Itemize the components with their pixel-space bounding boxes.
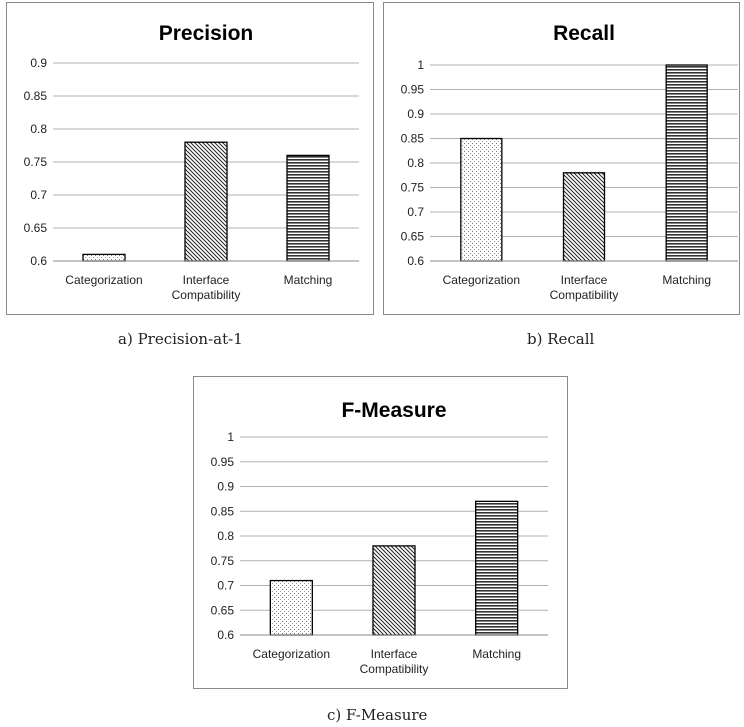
recall-y-tick-label: 0.95 <box>401 83 425 97</box>
precision-category-label: Matching <box>284 273 333 287</box>
recall-category-label: Matching <box>662 273 711 287</box>
precision-y-tick-label: 0.85 <box>24 89 48 103</box>
precision-category-label: Interface Compatibility <box>172 273 241 302</box>
recall-y-tick-label: 0.9 <box>407 107 424 121</box>
recall-title: Recall <box>553 22 615 45</box>
precision-y-tick-label: 0.9 <box>30 56 47 70</box>
precision-chart: Precision 0.6 0.65 0.7 0.75 0.8 0.85 0.9 Categor… <box>7 3 375 316</box>
fmeasure-y-tick-label: 0.75 <box>211 554 235 568</box>
fmeasure-y-tick-label: 0.85 <box>211 504 235 518</box>
fmeasure-chart-caption: c) F-Measure <box>327 706 427 724</box>
fmeasure-category-label: Categorization <box>253 647 330 661</box>
fmeasure-chart-panel: F-Measure 0.6 0.65 0.7 0.75 0.8 0.85 0.9 0.95 1 Ca… <box>193 376 568 689</box>
recall-bar-1 <box>564 173 605 261</box>
recall-chart-caption: b) Recall <box>527 330 594 348</box>
fmeasure-y-tick-label: 0.95 <box>211 455 235 469</box>
precision-title: Precision <box>159 22 254 45</box>
precision-y-tick-label: 0.6 <box>30 254 47 268</box>
fmeasure-bar-1 <box>373 546 415 635</box>
precision-bar-1 <box>185 142 227 261</box>
recall-category-label: Categorization <box>443 273 520 287</box>
precision-bar-2 <box>287 155 329 261</box>
recall-category-label: Interface Compatibility <box>550 273 619 302</box>
fmeasure-y-tick-label: 0.8 <box>217 529 234 543</box>
fmeasure-y-tick-label: 0.9 <box>217 480 234 494</box>
fmeasure-bar-0 <box>270 581 312 635</box>
fmeasure-category-label: Matching <box>472 647 521 661</box>
recall-y-tick-label: 0.8 <box>407 156 424 170</box>
recall-y-tick-label: 1 <box>417 58 424 72</box>
recall-y-tick-label: 0.7 <box>407 205 424 219</box>
precision-y-tick-label: 0.65 <box>24 221 48 235</box>
fmeasure-bar-2 <box>476 501 518 635</box>
fmeasure-y-tick-label: 1 <box>227 430 234 444</box>
recall-chart: Recall 0.6 0.65 0.7 0.75 0.8 0.85 0.9 0.95 1 Categ… <box>384 3 741 316</box>
recall-bar-0 <box>461 139 502 262</box>
precision-y-tick-label: 0.7 <box>30 188 47 202</box>
precision-bar-0 <box>83 254 125 261</box>
fmeasure-title: F-Measure <box>341 399 446 422</box>
fmeasure-category-label: Interface Compatibility <box>360 647 429 676</box>
precision-category-label: Categorization <box>65 273 142 287</box>
fmeasure-y-tick-label: 0.6 <box>217 628 234 642</box>
recall-bar-2 <box>666 65 707 261</box>
fmeasure-chart: F-Measure 0.6 0.65 0.7 0.75 0.8 0.85 0.9 0.95 1 Ca… <box>194 377 569 690</box>
fmeasure-y-tick-label: 0.7 <box>217 579 234 593</box>
precision-chart-caption: a) Precision-at-1 <box>118 330 243 348</box>
recall-y-tick-label: 0.75 <box>401 181 425 195</box>
precision-chart-panel: Precision 0.6 0.65 0.7 0.75 0.8 0.85 0.9 Categor… <box>6 2 374 315</box>
precision-y-tick-label: 0.8 <box>30 122 47 136</box>
recall-chart-panel: Recall 0.6 0.65 0.7 0.75 0.8 0.85 0.9 0.95 1 Categ… <box>383 2 740 315</box>
precision-y-tick-label: 0.75 <box>24 155 48 169</box>
recall-y-tick-label: 0.65 <box>401 230 425 244</box>
recall-y-tick-label: 0.85 <box>401 132 425 146</box>
fmeasure-y-tick-label: 0.65 <box>211 603 235 617</box>
recall-y-tick-label: 0.6 <box>407 254 424 268</box>
